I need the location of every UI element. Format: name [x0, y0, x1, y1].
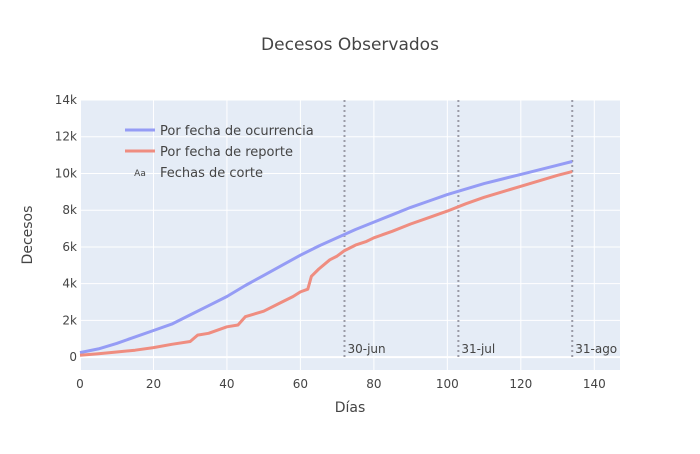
- y-tick-label: 2k: [62, 313, 77, 327]
- x-tick-label: 0: [76, 377, 84, 391]
- y-tick-label: 12k: [55, 130, 77, 144]
- y-tick-label: 14k: [55, 93, 77, 107]
- tick-labels: 0 20 40 60 80 100 120 140 0 2k 4k 6k 8k 10k 12k 14k: [55, 93, 606, 391]
- x-tick-label: 100: [436, 377, 459, 391]
- y-tick-label: 6k: [62, 240, 77, 254]
- y-axis-title: Decesos: [20, 206, 36, 265]
- legend-swatch-cutoff: Aa: [134, 169, 146, 179]
- series-line-reporte: [79, 170, 573, 357]
- cutoff-annotation: 31-ago: [575, 342, 617, 356]
- y-tick-label: 10k: [55, 166, 77, 180]
- cutoff-annotation: 30-jun: [347, 342, 385, 356]
- series-line-ocurrencia: [79, 160, 573, 355]
- x-tick-label: 20: [146, 377, 161, 391]
- legend-label-ocurrencia: Por fecha de ocurrencia: [160, 124, 314, 139]
- x-tick-label: 40: [219, 377, 234, 391]
- legend[interactable]: Por fecha de ocurrencia Por fecha de rep…: [125, 124, 314, 181]
- x-tick-label: 140: [583, 377, 606, 391]
- y-tick-label: 4k: [62, 277, 77, 291]
- legend-label-reporte: Por fecha de reporte: [160, 145, 293, 160]
- cutoff-annotations: 30-jun 31-jul 31-ago: [347, 342, 617, 356]
- x-tick-label: 60: [293, 377, 308, 391]
- grid-lines: [79, 99, 620, 370]
- cutoff-annotation: 31-jul: [461, 342, 495, 356]
- y-tick-label: 8k: [62, 203, 77, 217]
- plot-area: [80, 100, 620, 370]
- series-lines: [79, 160, 573, 357]
- chart-title: Decesos Observados: [261, 35, 439, 55]
- x-axis-title: Días: [335, 400, 366, 416]
- legend-label-cutoff: Fechas de corte: [160, 166, 263, 181]
- x-tick-label: 120: [509, 377, 532, 391]
- y-tick-label: 0: [69, 350, 77, 364]
- x-tick-label: 80: [366, 377, 381, 391]
